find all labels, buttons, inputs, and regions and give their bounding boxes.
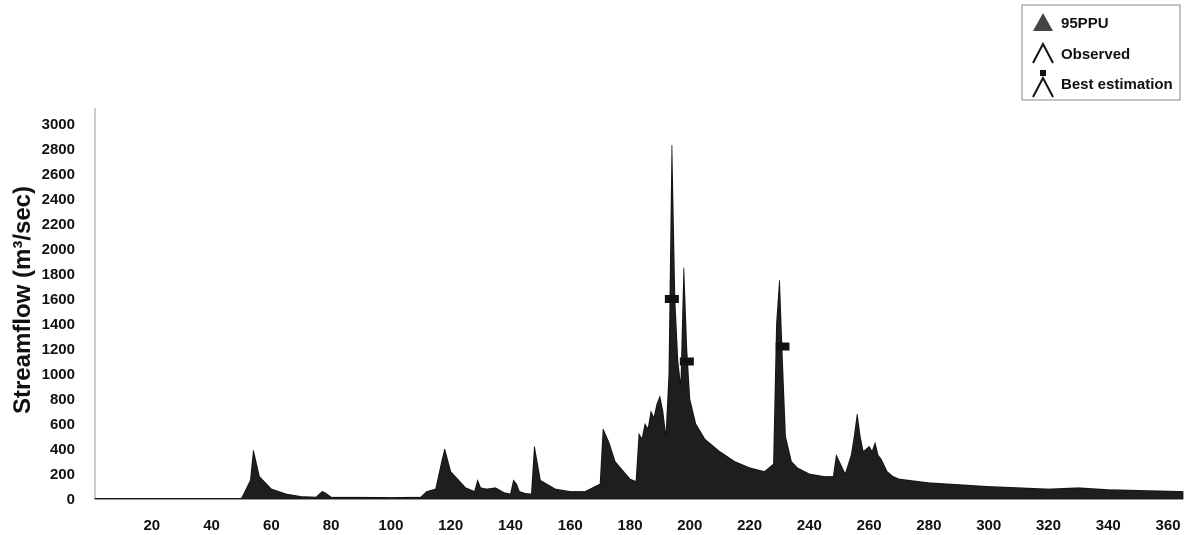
best-estimation-marker	[679, 357, 694, 366]
best-estimation-legend-marker	[1040, 70, 1046, 76]
y-tick-label: 2600	[42, 166, 75, 183]
y-tick-label: 2200	[42, 216, 75, 233]
x-tick-label: 240	[797, 517, 822, 534]
x-tick-label: 260	[857, 517, 882, 534]
ppu-band-area	[94, 145, 1184, 500]
x-tick-label: 300	[976, 517, 1001, 534]
y-tick-label: 1200	[42, 341, 75, 358]
y-tick-label: 1400	[42, 316, 75, 333]
plot-area	[94, 145, 1184, 500]
best-estimation-marker	[775, 342, 790, 351]
y-tick-labels: 0 200 400 600 800 1000 1200 1400 1600 1800 2000 220…	[42, 116, 75, 508]
x-tick-label: 20	[143, 517, 160, 534]
y-tick-label: 1800	[42, 266, 75, 283]
best-estimation-marker	[664, 295, 679, 303]
x-tick-label: 80	[323, 517, 340, 534]
legend-label-95ppu: 95PPU	[1061, 15, 1109, 32]
x-tick-label: 320	[1036, 517, 1061, 534]
x-tick-label: 280	[916, 517, 941, 534]
y-tick-label: 2000	[42, 241, 75, 258]
x-tick-label: 60	[263, 517, 280, 534]
y-tick-label: 800	[50, 391, 75, 408]
x-tick-label: 120	[438, 517, 463, 534]
x-tick-label: 340	[1096, 517, 1121, 534]
x-tick-label: 220	[737, 517, 762, 534]
best-estimation-legend-icon	[1032, 75, 1054, 98]
y-tick-label: 2800	[42, 141, 75, 158]
x-tick-label: 200	[677, 517, 702, 534]
x-tick-label: 180	[618, 517, 643, 534]
y-tick-label: 400	[50, 441, 75, 458]
x-tick-label: 360	[1156, 517, 1181, 534]
x-tick-label: 40	[203, 517, 220, 534]
ppu-legend-icon	[1033, 13, 1053, 31]
legend: 95PPU Observed Best estimation	[1021, 4, 1181, 101]
y-tick-label: 3000	[42, 116, 75, 133]
x-tick-labels: 20 40 60 80 100 120 140 160 180 200 220 240 260 280 30…	[143, 517, 1180, 534]
y-tick-label: 600	[50, 416, 75, 433]
y-tick-label: 200	[50, 466, 75, 483]
x-tick-label: 100	[378, 517, 403, 534]
y-tick-label: 0	[67, 491, 75, 508]
x-tick-label: 160	[558, 517, 583, 534]
x-tick-label: 140	[498, 517, 523, 534]
observed-legend-icon	[1032, 41, 1054, 64]
y-tick-label: 1600	[42, 291, 75, 308]
y-axis-title: Streamflow (m³/sec)	[9, 186, 36, 414]
y-tick-label: 1000	[42, 366, 75, 383]
legend-label-observed: Observed	[1061, 46, 1130, 63]
y-tick-label: 2400	[42, 191, 75, 208]
legend-label-best-estimation: Best estimation	[1061, 76, 1173, 93]
